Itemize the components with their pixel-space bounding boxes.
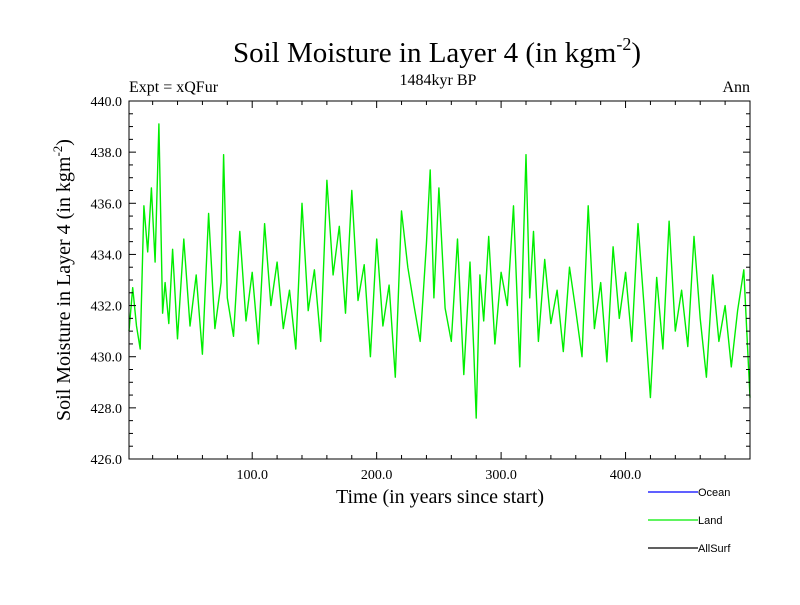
plot-frame xyxy=(128,100,751,460)
tick-layer: 426.0 428.0 430.0 432.0 434.0 436.0 438.0 440.0… xyxy=(91,95,750,483)
chart-title: Soil Moisture in Layer 4 (in kgm-2) xyxy=(233,34,641,69)
y-tick-label: 432.0 xyxy=(91,300,123,315)
y-tick-label: 434.0 xyxy=(91,248,123,263)
y-tick-label: 426.0 xyxy=(91,453,123,468)
chart-subtitle: 1484kyr BP xyxy=(400,72,477,89)
x-tick-label: 400.0 xyxy=(610,468,642,483)
legend-land-label: Land xyxy=(698,515,722,527)
series-line-land xyxy=(128,123,751,419)
x-axis-label: Time (in years since start) xyxy=(336,486,544,508)
y-tick-label: 438.0 xyxy=(91,146,123,161)
experiment-label: Expt = xQFur xyxy=(129,79,219,96)
season-label: Ann xyxy=(722,79,750,96)
x-tick-label: 200.0 xyxy=(361,468,393,483)
y-tick-label: 430.0 xyxy=(91,351,123,366)
legend-ocean-label: Ocean xyxy=(698,487,730,499)
x-tick-label: 300.0 xyxy=(485,468,517,483)
y-tick-label: 440.0 xyxy=(91,95,123,110)
y-tick-label: 436.0 xyxy=(91,197,123,212)
legend: Ocean Land AllSurf xyxy=(648,487,731,555)
y-tick-label: 428.0 xyxy=(91,402,123,417)
x-tick-label: 100.0 xyxy=(236,468,268,483)
legend-allsurf-label: AllSurf xyxy=(698,543,731,555)
series-layer xyxy=(128,123,751,419)
y-axis-label: Soil Moisture in Layer 4 (in kgm-2) xyxy=(50,139,75,421)
